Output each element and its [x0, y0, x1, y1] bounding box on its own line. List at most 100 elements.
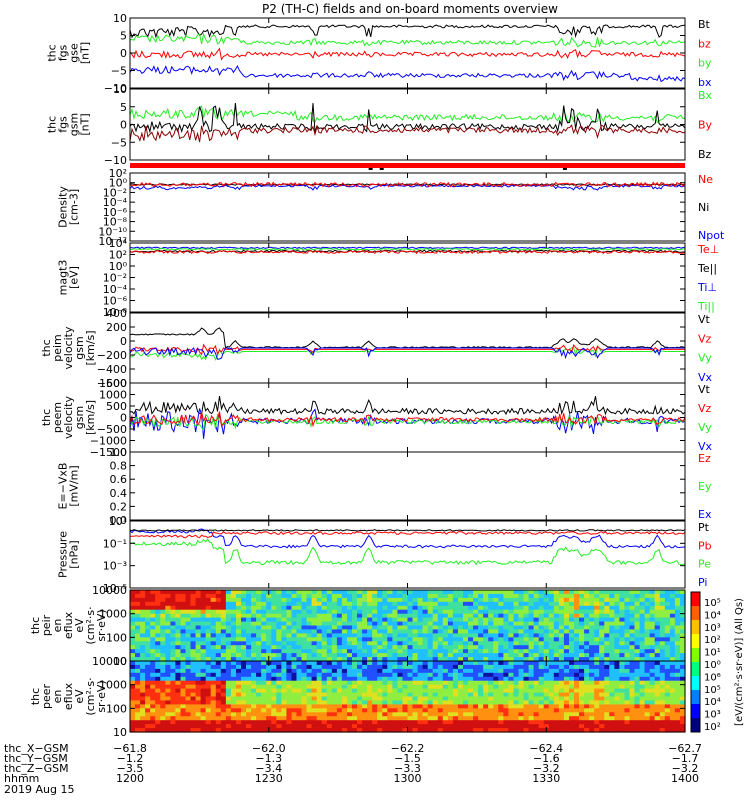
spectrogram-cell: [447, 664, 454, 670]
spectrogram-cell: [634, 668, 641, 674]
spectrogram-cell: [493, 680, 499, 686]
spectrogram-cell: [639, 720, 646, 725]
spectrogram-cell: [205, 704, 212, 709]
spectrogram-cell: [468, 712, 474, 717]
spectrogram-cell: [266, 637, 272, 642]
legend-entry: by: [698, 57, 712, 70]
spectrogram-cell: [347, 661, 353, 666]
spectrogram-cell: [614, 641, 620, 646]
spectrogram-cell: [306, 590, 313, 595]
spectrogram-cell: [614, 649, 620, 654]
spectrogram-cell: [634, 653, 641, 658]
spectrogram-cell: [261, 609, 267, 615]
y-tick-label: 10⁰: [109, 260, 128, 273]
y-tick-label: −1500: [90, 446, 127, 459]
spectrogram-cell: [498, 597, 504, 603]
spectrogram-cell: [392, 668, 398, 674]
spectrogram-cell: [336, 601, 343, 607]
spectrogram-cell: [589, 708, 595, 713]
spectrogram-cell: [452, 676, 459, 682]
spectrogram-cell: [165, 605, 171, 611]
spectrogram-cell: [150, 716, 156, 721]
spectrogram-cell: [266, 601, 272, 607]
spectrogram-cell: [200, 664, 207, 670]
spectrogram-cell: [271, 720, 277, 725]
spectrogram-cell: [170, 625, 176, 630]
spectrogram-cell: [170, 613, 176, 619]
spectrogram-cell: [569, 708, 575, 713]
spectrogram-cell: [528, 637, 535, 642]
spectrogram-cell: [589, 716, 595, 721]
spectrogram-cell: [543, 645, 550, 650]
spectrogram-cell: [160, 621, 166, 627]
colorbar-label: [eV/(cm²·s·sr·eV)] (All Qs): [734, 598, 745, 726]
spectrogram-cell: [634, 680, 641, 686]
spectrogram-cell: [543, 593, 550, 599]
spectrogram-cell: [225, 657, 232, 662]
spectrogram-cell: [659, 668, 666, 674]
spectrogram-cell: [155, 712, 161, 717]
spectrogram-cell: [241, 664, 247, 670]
spectrogram-cell: [624, 680, 631, 686]
spectrogram-cell: [180, 601, 187, 607]
spectrogram-cell: [437, 668, 444, 674]
spectrogram-cell: [644, 672, 651, 678]
spectrogram-cell: [558, 696, 565, 701]
spectrogram-cell: [669, 633, 676, 638]
spectrogram-cell: [251, 590, 257, 595]
spectrogram-cell: [599, 704, 605, 709]
spectrogram-cell: [463, 621, 469, 627]
spectrogram-cell: [311, 704, 318, 709]
spectrogram-cell: [362, 668, 368, 674]
y-tick-label: 10⁻²: [103, 186, 127, 199]
spectrogram-cell: [437, 645, 444, 650]
spectrogram-cell: [246, 672, 252, 678]
spectrogram-cell: [372, 728, 378, 733]
spectrogram-cell: [609, 613, 615, 619]
spectrogram-cell: [165, 668, 171, 674]
spectrogram-cell: [614, 704, 620, 709]
spectrogram-cell: [634, 637, 641, 642]
spectrogram-cell: [155, 649, 161, 654]
spectrogram-cell: [442, 641, 449, 646]
spectrogram-cell: [412, 668, 419, 674]
spectrogram-cell: [306, 676, 313, 682]
spectrogram-cell: [271, 590, 277, 595]
spectrogram-cell: [210, 720, 217, 725]
spectrogram-cell: [341, 625, 348, 630]
spectrogram-cell: [367, 692, 373, 698]
spectrogram-cell: [498, 605, 504, 611]
spectrogram-cell: [377, 617, 383, 623]
spectrogram-cell: [372, 704, 378, 709]
spectrogram-cell: [614, 609, 620, 615]
spectrogram-cell: [397, 680, 403, 686]
x-axis-row-value: 1330: [532, 772, 560, 785]
spectrogram-cell: [609, 590, 615, 595]
y-axis-label-line: eflux: [62, 682, 75, 710]
spectrogram-cell: [563, 590, 570, 595]
spectrogram-cell: [276, 696, 282, 701]
spectrogram-cell: [256, 664, 262, 670]
spectrogram-cell: [175, 724, 181, 729]
spectrogram-cell: [357, 680, 363, 686]
spectrogram-cell: [614, 590, 620, 595]
spectrogram-cell: [331, 684, 338, 690]
spectrogram-cell: [422, 597, 429, 603]
spectrogram-cell: [589, 601, 595, 607]
spectrogram-cell: [407, 672, 414, 678]
spectrogram-cell: [331, 696, 338, 701]
spectrogram-cell: [150, 657, 156, 662]
spectrogram-cell: [316, 661, 323, 666]
spectrogram-cell: [402, 641, 409, 646]
spectrogram-cell: [140, 668, 146, 674]
y-tick-label: 10⁻¹: [103, 537, 127, 550]
spectrogram-cell: [669, 708, 676, 713]
spectrogram-cell: [649, 661, 656, 666]
spectrogram-cell: [135, 716, 141, 721]
spectrogram-cell: [412, 684, 419, 690]
spectrogram-cell: [155, 708, 161, 713]
spectrogram-cell: [594, 649, 600, 654]
spectrogram-cell: [553, 613, 560, 619]
spectrogram-cell: [533, 728, 540, 733]
spectrogram-cell: [281, 657, 287, 662]
